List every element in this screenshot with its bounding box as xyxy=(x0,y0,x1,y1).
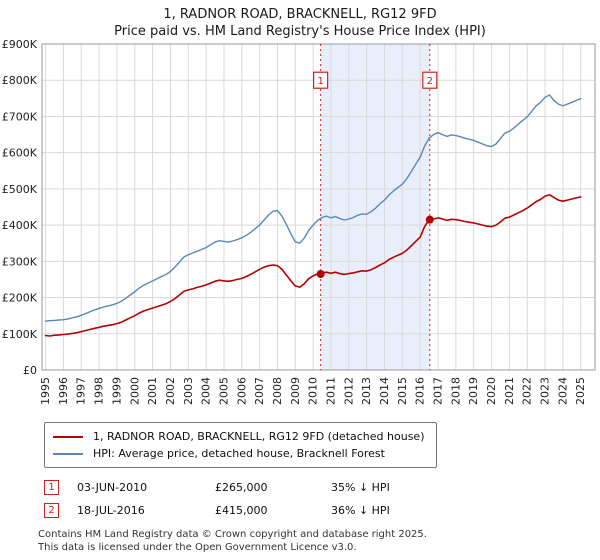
footer-line-1: Contains HM Land Registry data © Crown c… xyxy=(38,529,427,540)
svg-text:2006: 2006 xyxy=(235,377,248,405)
svg-text:£800K: £800K xyxy=(2,74,38,87)
sale-1-hpi-note: 35% ↓ HPI xyxy=(331,481,390,494)
svg-text:2004: 2004 xyxy=(200,377,213,405)
title-block: 1, RADNOR ROAD, BRACKNELL, RG12 9FD Pric… xyxy=(0,0,600,40)
svg-text:2003: 2003 xyxy=(182,377,195,405)
svg-text:2014: 2014 xyxy=(378,377,391,405)
svg-text:£200K: £200K xyxy=(2,292,38,305)
svg-text:1997: 1997 xyxy=(75,377,88,405)
svg-text:2000: 2000 xyxy=(128,377,141,405)
sale-1-price: £265,000 xyxy=(215,481,268,494)
chart-title: 1, RADNOR ROAD, BRACKNELL, RG12 9FD xyxy=(163,7,437,22)
legend-item-property: 1, RADNOR ROAD, BRACKNELL, RG12 9FD (det… xyxy=(53,428,424,445)
svg-text:£0: £0 xyxy=(23,364,37,377)
svg-text:2013: 2013 xyxy=(360,377,373,405)
svg-text:1995: 1995 xyxy=(39,377,52,405)
svg-text:2005: 2005 xyxy=(217,377,230,405)
sale-2-marker-box: 2 xyxy=(44,503,59,518)
svg-text:2021: 2021 xyxy=(503,377,516,405)
sale-1-date: 03-JUN-2010 xyxy=(77,481,148,494)
svg-text:£500K: £500K xyxy=(2,183,38,196)
svg-text:2015: 2015 xyxy=(396,377,409,405)
sale-annotation-2: 2 18-JUL-2016 £415,000 36% ↓ HPI xyxy=(44,503,600,518)
svg-text:£100K: £100K xyxy=(2,328,38,341)
svg-text:2012: 2012 xyxy=(342,377,355,405)
property-line-swatch xyxy=(53,435,83,438)
svg-text:2019: 2019 xyxy=(467,377,480,405)
svg-text:2009: 2009 xyxy=(289,377,302,405)
svg-text:£400K: £400K xyxy=(2,219,38,232)
svg-text:1998: 1998 xyxy=(93,377,106,405)
legend: 1, RADNOR ROAD, BRACKNELL, RG12 9FD (det… xyxy=(44,422,438,468)
svg-text:1999: 1999 xyxy=(110,377,123,405)
svg-text:1: 1 xyxy=(317,76,323,87)
svg-text:1996: 1996 xyxy=(57,377,70,405)
svg-text:2023: 2023 xyxy=(539,377,552,405)
legend-item-hpi: HPI: Average price, detached house, Brac… xyxy=(53,445,424,462)
svg-text:2022: 2022 xyxy=(521,377,534,405)
svg-text:£600K: £600K xyxy=(2,147,38,160)
svg-text:2007: 2007 xyxy=(253,377,266,405)
svg-text:£900K: £900K xyxy=(2,40,38,51)
svg-text:2011: 2011 xyxy=(324,377,337,405)
sale-1-marker-box: 1 xyxy=(44,480,59,495)
sale-annotations: 1 03-JUN-2010 £265,000 35% ↓ HPI 2 18-JU… xyxy=(44,480,600,518)
svg-text:£300K: £300K xyxy=(2,255,38,268)
svg-text:2016: 2016 xyxy=(414,377,427,405)
svg-text:2001: 2001 xyxy=(146,377,159,405)
svg-text:2: 2 xyxy=(427,76,433,87)
sale-2-hpi-note: 36% ↓ HPI xyxy=(331,504,390,517)
license-footer: Contains HM Land Registry data © Crown c… xyxy=(38,528,600,554)
svg-text:2018: 2018 xyxy=(449,377,462,405)
svg-text:£700K: £700K xyxy=(2,110,38,123)
svg-text:2010: 2010 xyxy=(307,377,320,405)
sale-annotation-1: 1 03-JUN-2010 £265,000 35% ↓ HPI xyxy=(44,480,600,495)
svg-text:2002: 2002 xyxy=(164,377,177,405)
hpi-line-swatch xyxy=(53,452,83,455)
price-chart: 1 2 £0 £100K £200K £300K £400K £500K £600K £700K £… xyxy=(2,40,596,405)
footer-line-2: This data is licensed under the Open Gov… xyxy=(38,542,357,553)
svg-text:2024: 2024 xyxy=(556,377,569,405)
svg-text:2020: 2020 xyxy=(485,377,498,405)
svg-text:2017: 2017 xyxy=(432,377,445,405)
sale-2-date: 18-JUL-2016 xyxy=(77,504,145,517)
svg-text:2008: 2008 xyxy=(271,377,284,405)
svg-text:2025: 2025 xyxy=(574,377,587,405)
sale-2-price: £415,000 xyxy=(215,504,268,517)
property-line-label: 1, RADNOR ROAD, BRACKNELL, RG12 9FD (det… xyxy=(93,430,425,443)
hpi-line-label: HPI: Average price, detached house, Brac… xyxy=(93,447,385,460)
chart-subtitle: Price paid vs. HM Land Registry's House … xyxy=(114,24,486,39)
